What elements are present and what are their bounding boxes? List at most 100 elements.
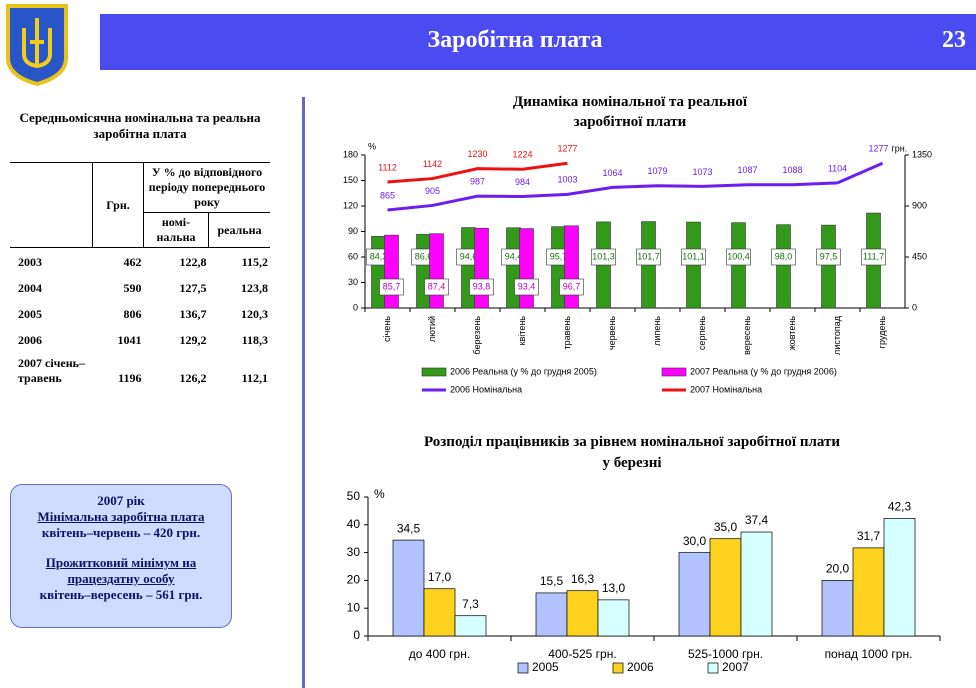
table-row: 2005 806 136,7 120,3	[10, 300, 270, 326]
value-label: 17,0	[428, 570, 452, 584]
y-tick-label: 30	[348, 277, 358, 287]
bar	[371, 236, 386, 309]
value-label: 86,6	[415, 251, 433, 261]
line-value-label: 1003	[557, 175, 577, 185]
col-header: У % до відповідного періоду попереднього…	[143, 162, 270, 213]
value-label-box	[726, 248, 751, 266]
y2-tick-label: 0	[912, 302, 917, 312]
value-label: 16,3	[571, 572, 595, 586]
bar	[740, 531, 773, 637]
value-label: 37,4	[745, 513, 769, 527]
table-cell: 136,7	[179, 307, 207, 321]
value-label: 100,4	[727, 251, 750, 261]
x-tick-label: 525-1000 грн.	[688, 647, 763, 661]
bar	[883, 518, 916, 637]
table-cell: 1041	[117, 333, 142, 347]
y-axis-label: %	[368, 141, 376, 151]
bar	[551, 226, 566, 309]
value-label: 101,1	[682, 251, 705, 261]
line-value-label: 1230	[467, 149, 487, 159]
legend-label: 2006 Номінальна	[450, 384, 522, 394]
bar	[731, 222, 746, 309]
x-tick-label: серпень	[697, 316, 707, 350]
bar	[429, 233, 444, 309]
sub-header: номі-нальна	[143, 212, 209, 248]
value-label: 87,4	[428, 281, 446, 291]
x-tick-label: жовтень	[787, 316, 797, 351]
legend-swatch	[661, 367, 687, 377]
table-cell: 126,2	[179, 371, 207, 385]
value-label: 98,0	[775, 251, 793, 261]
bar	[423, 588, 456, 637]
value-label-box	[861, 248, 886, 266]
bar	[821, 580, 854, 637]
value-label: 96,7	[563, 281, 581, 291]
x-tick-label: лютий	[427, 316, 437, 342]
bar	[519, 228, 534, 309]
x-tick-label: 400-525 грн.	[548, 647, 616, 661]
value-label: 93,4	[518, 281, 536, 291]
bar	[852, 547, 885, 637]
value-label: 30,0	[683, 534, 707, 548]
value-label: 94,6	[460, 251, 478, 261]
chart-title: Динаміка номінальної та реальної заробітн…	[513, 94, 748, 130]
table-title: Середньомісячна номінальна та реальна за…	[19, 110, 261, 141]
bar	[461, 227, 476, 309]
line-value-label: 1142	[423, 159, 442, 169]
bar	[392, 539, 425, 637]
legend-label: 2006 Реальна (у % до грудня 2005)	[450, 366, 597, 376]
table-row: 2007 січень–травень 1196 126,2 112,1	[10, 352, 270, 390]
x-tick-label: липень	[652, 316, 662, 346]
bar	[506, 227, 521, 309]
line-value-label: 1088	[782, 165, 802, 175]
note-line: квітень–вересень – 561 грн.	[39, 587, 203, 602]
line-value-label: 1277	[868, 144, 888, 154]
line-value-label: 987	[470, 177, 485, 187]
y-tick-label: 10	[347, 600, 361, 614]
legend-label: 2007 Номінальна	[690, 384, 762, 394]
line-value-label: 1079	[647, 166, 667, 176]
value-label: 95,7	[550, 251, 568, 261]
table-cell: 127,5	[179, 281, 207, 295]
value-label: 34,5	[397, 521, 421, 535]
value-label: 13,0	[602, 581, 626, 595]
line-value-label: 1112	[378, 162, 397, 172]
y2-axis-label: грн.	[892, 144, 908, 154]
table-cell: 120,3	[241, 307, 268, 321]
chart-title: Розподіл працівників за рівнем номінальн…	[424, 434, 840, 471]
value-label: 101,3	[592, 251, 615, 261]
legend-swatch	[421, 367, 447, 377]
line-value-label: 865	[380, 190, 395, 200]
table-cell: 806	[123, 307, 142, 321]
note-line: Прожитковий мінімум на працездатну особу	[45, 555, 197, 586]
value-label-box	[469, 278, 494, 296]
value-label: 42,3	[888, 500, 912, 514]
bar	[384, 234, 399, 309]
page-title: Заробітна плата	[427, 27, 603, 53]
header-band: Заробітна плата 23	[100, 14, 976, 70]
table-cell: 462	[123, 255, 142, 269]
y-tick-label: 60	[348, 251, 358, 261]
table-cell: 1196	[118, 371, 142, 385]
bar	[776, 224, 791, 309]
value-label: 111,7	[863, 251, 884, 261]
bar	[564, 225, 579, 309]
table-cell: 115,2	[241, 255, 268, 269]
x-tick-label: вересень	[742, 316, 752, 355]
col-header: Грн.	[92, 162, 144, 248]
bar	[454, 615, 487, 637]
divider	[302, 97, 305, 688]
emblem	[6, 4, 68, 86]
legend-swatch	[707, 662, 719, 674]
x-tick-label: січень	[382, 316, 392, 342]
y-tick-label: 0	[353, 302, 358, 312]
note-line: 2007 рік	[97, 493, 145, 508]
line-value-label: 1104	[828, 163, 847, 173]
y-tick-label: 0	[353, 628, 360, 642]
table-cell: 118,3	[241, 333, 268, 347]
table-cell: 129,2	[179, 333, 207, 347]
value-label-box	[379, 278, 404, 296]
y-tick-label: 30	[347, 545, 361, 559]
